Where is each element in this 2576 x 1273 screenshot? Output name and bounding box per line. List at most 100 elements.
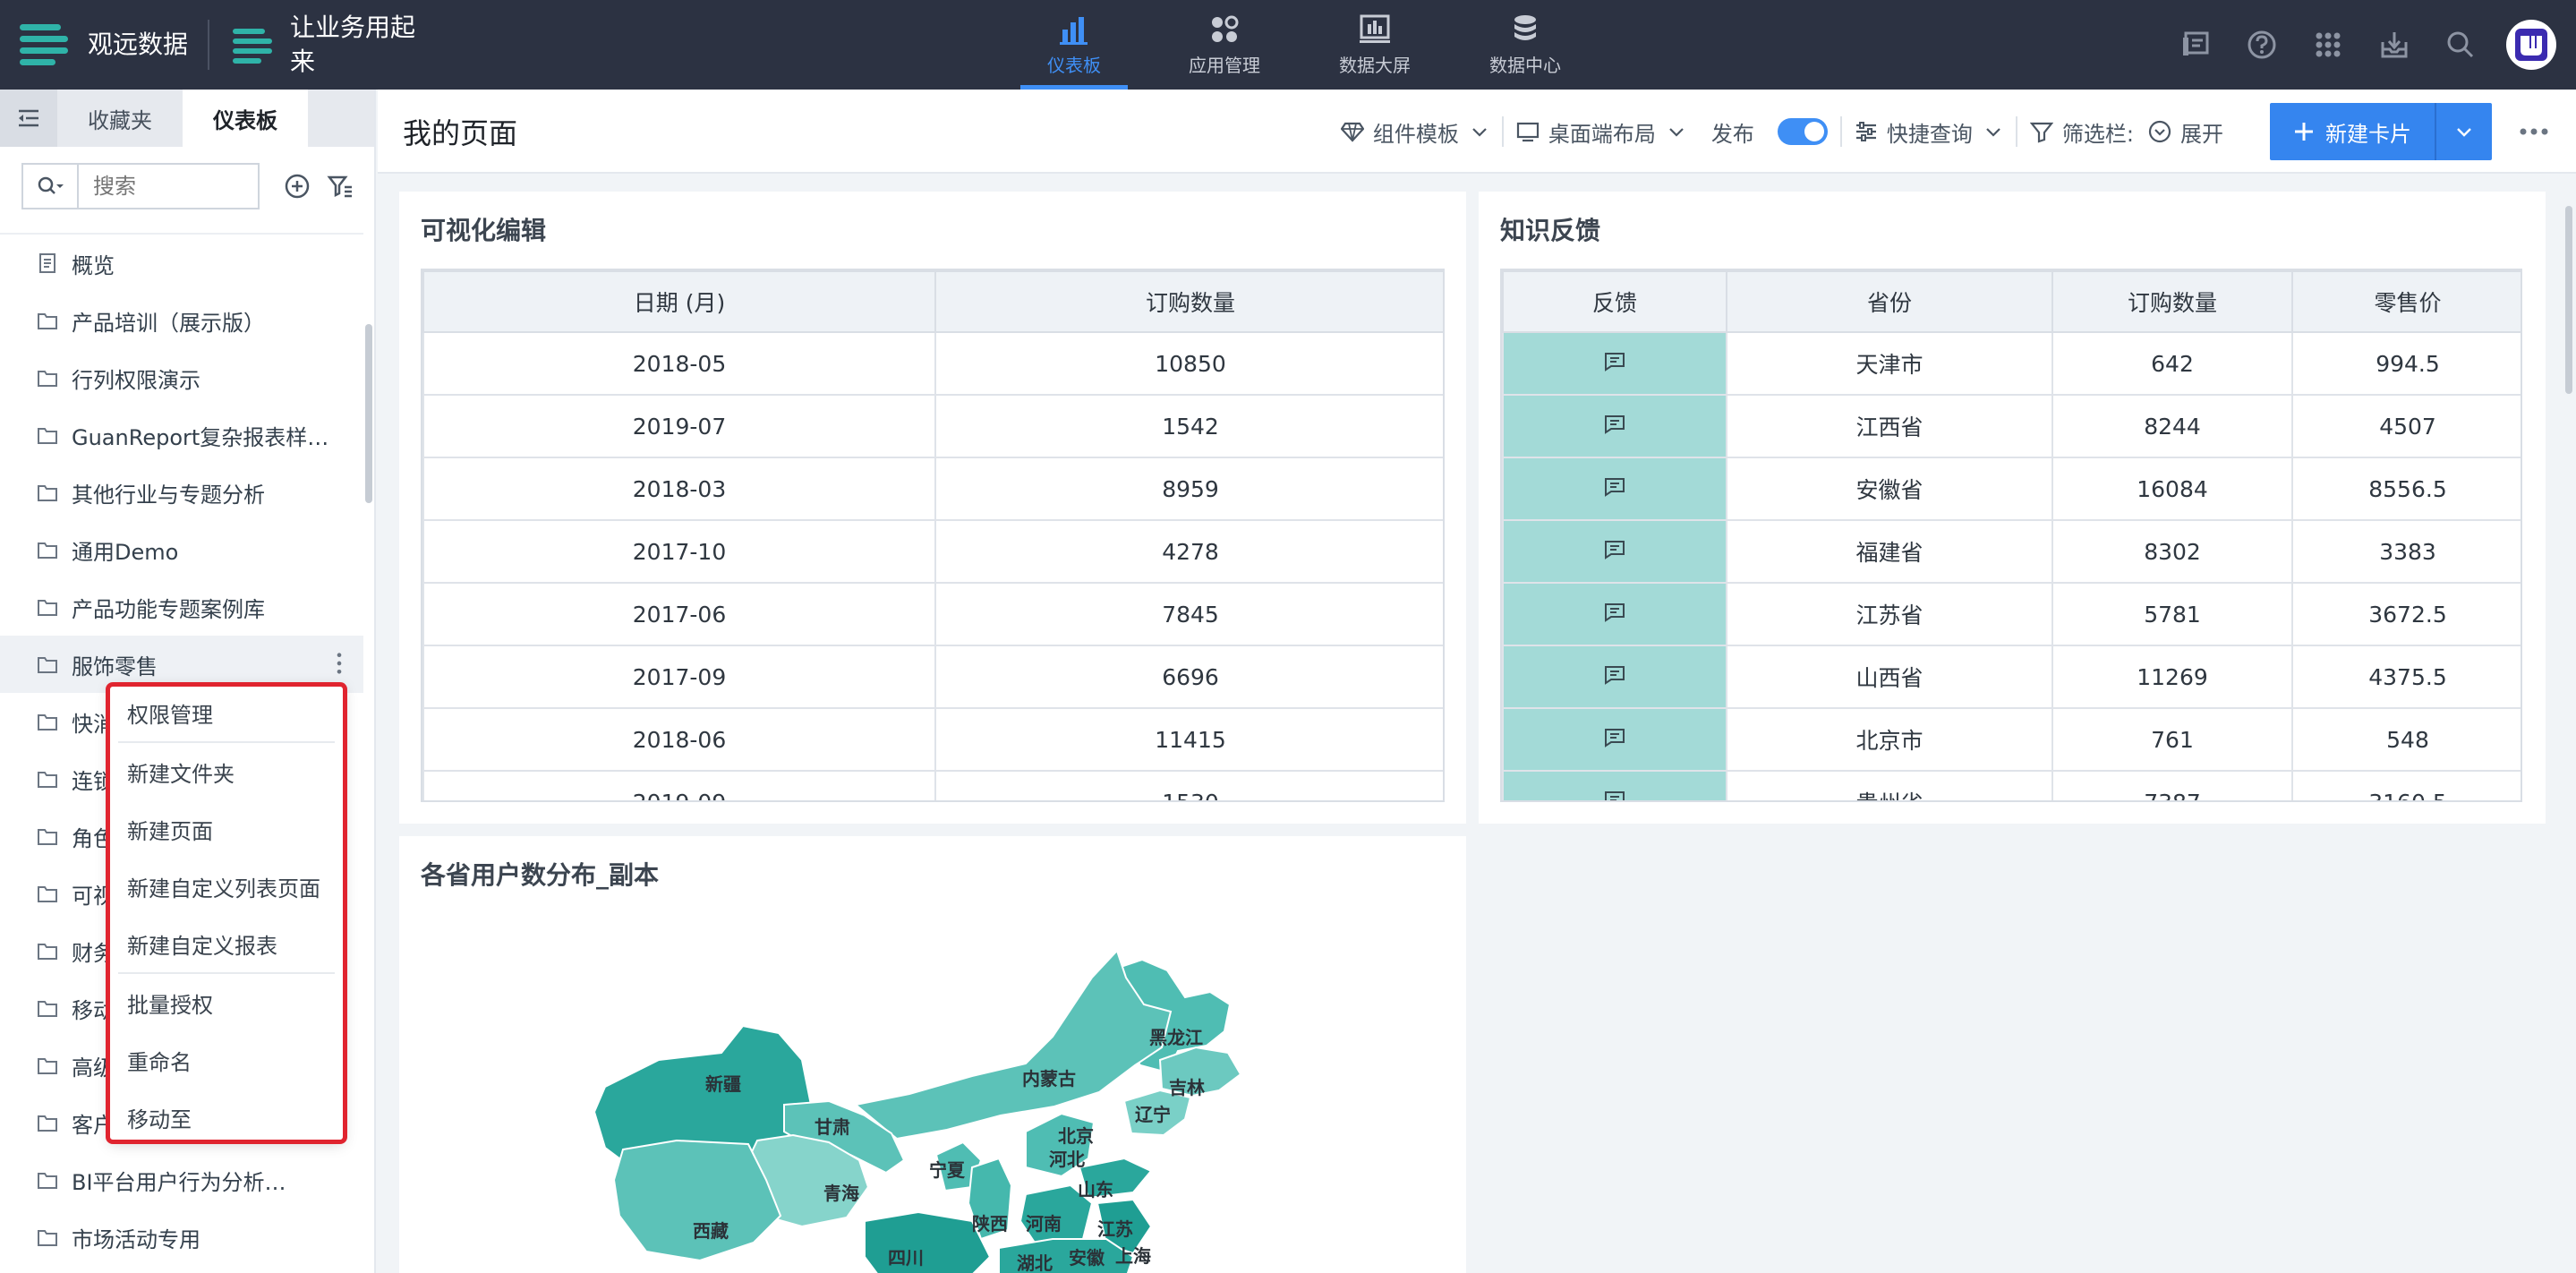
table-cell: 7387 [2051, 770, 2293, 800]
filter-button[interactable] [320, 167, 360, 206]
feedback-cell[interactable] [1502, 770, 1727, 800]
sidebar-item[interactable]: 概览 [0, 235, 363, 292]
menu-item-move-to[interactable]: 移动至 [127, 1106, 192, 1132]
report-button[interactable] [2162, 0, 2229, 90]
sidebar-search-input[interactable] [79, 167, 249, 206]
sidebar-item[interactable]: 产品培训（展示版） [0, 292, 363, 349]
menu-item-permissions[interactable]: 权限管理 [127, 702, 213, 728]
column-header-quantity[interactable]: 订购数量 [934, 270, 1443, 333]
comment-icon [1605, 477, 1625, 497]
table-row[interactable]: 2018-06 11415 [422, 707, 1443, 772]
feedback-cell[interactable] [1502, 457, 1727, 521]
table-row[interactable]: 安徽省 16084 8556.5 [1502, 457, 2521, 521]
menu-item-new-custom-report[interactable]: 新建自定义报表 [127, 933, 277, 959]
column-header-quantity[interactable]: 订购数量 [2051, 270, 2293, 333]
table-cell: 2018-03 [422, 457, 936, 521]
expand-filter-button[interactable]: 展开 [2146, 116, 2236, 148]
toolbar-divider [1501, 116, 1504, 147]
menu-item-new-page[interactable]: 新建页面 [127, 818, 213, 844]
table-row[interactable]: 江苏省 5781 3672.5 [1502, 582, 2521, 646]
global-search-button[interactable] [2427, 0, 2494, 90]
table-row[interactable]: 2017-10 4278 [422, 519, 1443, 584]
menu-item-rename[interactable]: 重命名 [127, 1049, 192, 1075]
column-header-feedback[interactable]: 反馈 [1502, 270, 1727, 333]
table-row[interactable]: 2018-05 10850 [422, 331, 1443, 396]
sidebar-item[interactable]: 其他行业与专题分析 [0, 464, 363, 521]
column-header-province[interactable]: 省份 [1726, 270, 2053, 333]
table-row[interactable]: 天津市 642 994.5 [1502, 331, 2521, 396]
sidebar-item-label: 高级 [72, 1055, 115, 1081]
new-card-button[interactable]: 新建卡片 [2270, 103, 2436, 160]
table-cell: 1530 [934, 770, 1443, 800]
feedback-cell[interactable] [1502, 519, 1727, 584]
sidebar-item-label: 通用Demo [72, 539, 179, 565]
menu-item-batch-authorize[interactable]: 批量授权 [127, 992, 213, 1018]
table-row[interactable]: 2018-03 8959 [422, 457, 1443, 521]
new-card-dropdown-button[interactable] [2436, 103, 2492, 160]
feedback-cell[interactable] [1502, 331, 1727, 396]
search-type-dropdown[interactable] [23, 165, 79, 208]
sidebar-item[interactable]: GuanReport复杂报表样… [0, 406, 363, 464]
add-button[interactable] [277, 167, 317, 206]
map-region-sichuan [864, 1210, 992, 1273]
menu-item-new-custom-list-page[interactable]: 新建自定义列表页面 [127, 876, 320, 901]
table-row[interactable]: 北京市 761 548 [1502, 707, 2521, 772]
search-icon [38, 176, 64, 194]
column-header-date[interactable]: 日期 (月) [422, 270, 936, 333]
nav-data-screen[interactable]: 数据大屏 [1300, 0, 1450, 90]
table-row[interactable]: 2017-09 6696 [422, 645, 1443, 709]
map-province-label: 湖北 [1017, 1252, 1053, 1273]
feedback-cell[interactable] [1502, 394, 1727, 458]
brand[interactable]: 观远数据 [20, 9, 213, 81]
app-logo-icon [233, 29, 272, 64]
nav-dashboard[interactable]: 仪表板 [999, 0, 1149, 90]
column-header-retail-price[interactable]: 零售价 [2291, 270, 2521, 333]
help-button[interactable] [2229, 0, 2295, 90]
table-row[interactable]: 江西省 8244 4507 [1502, 394, 2521, 458]
nav-app-management[interactable]: 应用管理 [1149, 0, 1300, 90]
feedback-cell[interactable] [1502, 707, 1727, 772]
apps-button[interactable] [2295, 0, 2361, 90]
table-row[interactable]: 福建省 8302 3383 [1502, 519, 2521, 584]
table-row[interactable]: 2017-06 7845 [422, 582, 1443, 646]
more-vertical-icon[interactable] [328, 652, 342, 677]
sidebar-item[interactable]: 市场活动专用 [0, 1209, 363, 1266]
table-row[interactable]: 2019-09 1530 [422, 770, 1443, 800]
table-row[interactable]: 2019-07 1542 [422, 394, 1443, 458]
table-cell: 10850 [934, 331, 1443, 396]
download-inbox-button[interactable] [2361, 0, 2427, 90]
sidebar-item[interactable]: BI平台用户行为分析… [0, 1151, 363, 1209]
table-cell: 2019-09 [422, 770, 936, 800]
component-template-dropdown[interactable]: 组件模板 [1328, 116, 1502, 148]
table-row[interactable]: 贵州省73873160.5 [1502, 770, 2521, 800]
quick-query-dropdown[interactable]: 快捷查询 [1842, 116, 2016, 148]
collapse-sidebar-button[interactable] [0, 90, 57, 147]
table-row[interactable]: 山西省 11269 4375.5 [1502, 645, 2521, 709]
nav-data-center[interactable]: 数据中心 [1450, 0, 1600, 90]
app-switcher[interactable]: 让业务用起来 [233, 9, 433, 81]
sidebar-item[interactable]: 行列权限演示 [0, 349, 363, 406]
map-region-tibet [612, 1139, 782, 1262]
table-viewport: 日期 (月) 订购数量 2018-05 10850 2019-07 1542 2018-… [421, 269, 1445, 802]
user-avatar[interactable] [2506, 20, 2556, 70]
sidebar-item[interactable]: 产品功能专题案例库 [0, 578, 363, 636]
table-header-row: 日期 (月) 订购数量 [422, 270, 1443, 333]
desktop-layout-dropdown[interactable]: 桌面端布局 [1504, 116, 1699, 148]
tab-dashboards[interactable]: 仪表板 [183, 90, 308, 147]
card-visual-editing: 可视化编辑 日期 (月) 订购数量 2018-05 10850 2019-07 154… [399, 192, 1466, 824]
menu-item-new-folder[interactable]: 新建文件夹 [127, 761, 235, 787]
sidebar-scrollbar[interactable] [365, 324, 372, 503]
feedback-cell[interactable] [1502, 582, 1727, 646]
more-options-button[interactable] [2492, 90, 2576, 174]
folder-icon [38, 428, 57, 444]
tab-favorites[interactable]: 收藏夹 [88, 107, 152, 133]
database-icon [1514, 14, 1536, 40]
table-cell: 江西省 [1726, 394, 2053, 458]
main-scrollbar[interactable] [2565, 206, 2572, 394]
publish-toggle[interactable] [1777, 118, 1828, 145]
folder-icon [38, 772, 57, 788]
feedback-cell[interactable] [1502, 645, 1727, 709]
table-cell: 2018-06 [422, 707, 936, 772]
sidebar-item[interactable]: 通用Demo [0, 521, 363, 578]
